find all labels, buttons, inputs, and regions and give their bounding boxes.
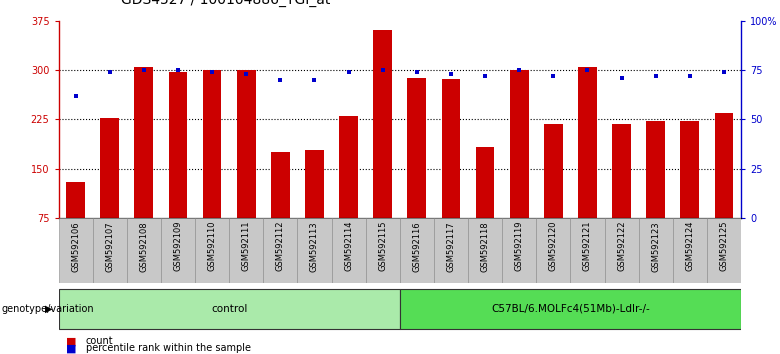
Bar (537, 218, 570, 283)
Bar (168, 72, 187, 218)
Text: count: count (86, 336, 113, 346)
Bar (203, 70, 222, 218)
Point (650, 73, 662, 79)
Text: ■: ■ (66, 343, 76, 353)
Bar (407, 78, 426, 218)
Point (206, 69, 218, 75)
Bar (570, 218, 604, 283)
Text: GDS4527 / 100104886_TGI_at: GDS4527 / 100104886_TGI_at (121, 0, 330, 7)
Text: genotype/variation: genotype/variation (2, 304, 94, 314)
Text: GSM592113: GSM592113 (310, 221, 319, 272)
Bar (271, 152, 289, 218)
Text: GSM592125: GSM592125 (719, 221, 729, 272)
Text: ▶: ▶ (44, 304, 52, 314)
Text: GSM592106: GSM592106 (71, 221, 80, 272)
Text: GSM592115: GSM592115 (378, 221, 387, 272)
Text: GSM592107: GSM592107 (105, 221, 114, 272)
Point (445, 72, 457, 77)
Text: control: control (211, 304, 247, 314)
Bar (297, 218, 332, 283)
Text: GSM592124: GSM592124 (686, 221, 694, 272)
Bar (195, 218, 229, 283)
Text: GSM592123: GSM592123 (651, 221, 660, 272)
Text: GSM592108: GSM592108 (140, 221, 148, 272)
Text: GSM592111: GSM592111 (242, 221, 250, 272)
Bar (680, 121, 699, 218)
Bar (366, 218, 399, 283)
Bar (332, 218, 366, 283)
Text: percentile rank within the sample: percentile rank within the sample (86, 343, 251, 353)
Text: C57BL/6.MOLFc4(51Mb)-Ldlr-/-: C57BL/6.MOLFc4(51Mb)-Ldlr-/- (491, 304, 650, 314)
Point (274, 77, 286, 83)
Bar (93, 218, 126, 283)
Bar (374, 30, 392, 218)
Point (240, 72, 253, 77)
Bar (58, 289, 399, 329)
Point (718, 69, 730, 75)
Bar (339, 116, 358, 218)
Text: ■: ■ (66, 336, 76, 346)
Bar (264, 218, 297, 283)
Text: GSM592116: GSM592116 (413, 221, 421, 272)
Text: GSM592121: GSM592121 (583, 221, 592, 272)
Text: GSM592120: GSM592120 (549, 221, 558, 272)
Bar (604, 218, 639, 283)
Bar (639, 218, 672, 283)
Point (479, 73, 491, 79)
Bar (101, 118, 119, 218)
Bar (468, 218, 502, 283)
Bar (58, 218, 93, 283)
Bar (714, 113, 733, 218)
Bar (134, 67, 153, 218)
Bar (441, 79, 460, 218)
Bar (66, 182, 85, 218)
Bar (707, 218, 741, 283)
Bar (578, 67, 597, 218)
Point (137, 68, 150, 73)
Bar (161, 218, 195, 283)
Text: GSM592117: GSM592117 (446, 221, 456, 272)
Text: GSM592110: GSM592110 (207, 221, 217, 272)
Bar (399, 218, 434, 283)
Text: GSM592109: GSM592109 (173, 221, 183, 272)
Text: GSM592122: GSM592122 (617, 221, 626, 272)
Point (513, 68, 526, 73)
Bar (229, 218, 264, 283)
Text: GSM592118: GSM592118 (480, 221, 490, 272)
Bar (237, 70, 256, 218)
Point (547, 73, 559, 79)
Bar (434, 218, 468, 283)
Text: GSM592119: GSM592119 (515, 221, 523, 272)
Point (69, 93, 82, 99)
Bar (502, 218, 537, 283)
Point (172, 68, 184, 73)
Point (581, 68, 594, 73)
Point (308, 77, 321, 83)
Bar (672, 218, 707, 283)
Point (377, 68, 389, 73)
Bar (647, 121, 665, 218)
Point (104, 69, 116, 75)
Bar (305, 150, 324, 218)
Text: GSM592114: GSM592114 (344, 221, 353, 272)
Point (342, 69, 355, 75)
Point (683, 73, 696, 79)
Bar (544, 124, 562, 218)
Bar (476, 147, 495, 218)
Text: GSM592112: GSM592112 (276, 221, 285, 272)
Point (615, 75, 628, 81)
Point (410, 69, 423, 75)
Bar (126, 218, 161, 283)
Bar (612, 124, 631, 218)
Bar (510, 70, 529, 218)
Bar (399, 289, 741, 329)
